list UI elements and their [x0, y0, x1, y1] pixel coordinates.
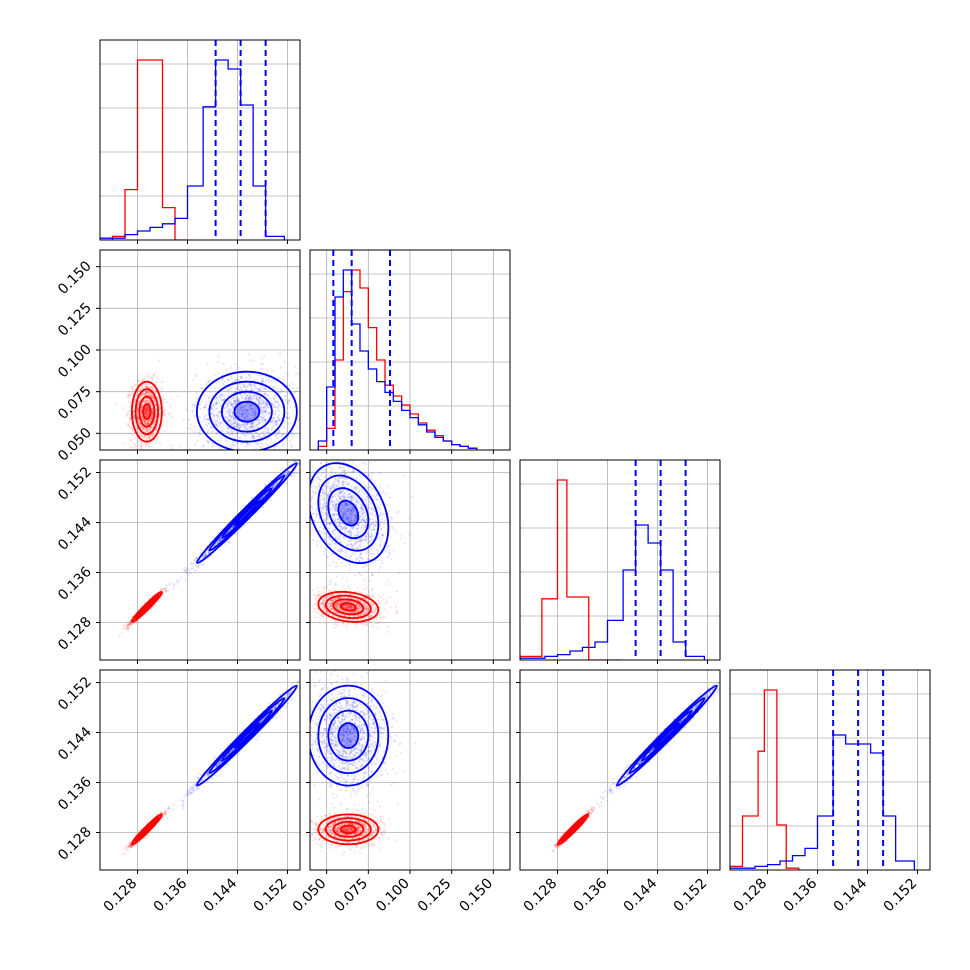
contour-series-1 [220, 487, 273, 540]
contour-series-1 [195, 462, 298, 565]
x-tick-label: 0.152 [881, 876, 921, 916]
contour-series-1 [327, 709, 370, 762]
contour-series-0 [130, 380, 163, 443]
x-tick-label: 0.152 [671, 876, 711, 916]
x-tick-label: 0.144 [201, 875, 241, 915]
contour-series-1 [233, 499, 261, 527]
histogram-series-0 [100, 59, 188, 240]
x-tick-label: 0.152 [251, 876, 291, 916]
contour-series-0 [138, 395, 156, 428]
x-tick-label: 0.136 [571, 875, 611, 915]
contour-series-1 [653, 722, 681, 750]
histogram-series-0 [730, 689, 800, 870]
scatter-series-1 [310, 670, 417, 812]
contour-series-1 [233, 722, 261, 750]
contour-series-0 [130, 590, 163, 623]
y-tick-label: 0.144 [55, 514, 95, 554]
panel-2-2 [520, 460, 720, 660]
contour-series-1 [628, 697, 706, 775]
contour-series-1 [337, 499, 360, 527]
contour-series-1 [327, 487, 370, 540]
x-tick-label: 0.144 [831, 875, 871, 915]
x-tick-label: 0.128 [731, 876, 771, 916]
y-tick-label: 0.125 [55, 300, 95, 340]
contour-series-1 [208, 474, 286, 552]
contour-series-1 [220, 709, 273, 762]
contour-series-0 [324, 817, 372, 842]
contour-series-0 [557, 813, 590, 846]
panel-3-3 [730, 670, 930, 870]
contour-series-0 [130, 813, 163, 846]
y-tick-label: 0.150 [55, 258, 95, 298]
histogram-series-1 [520, 524, 706, 660]
x-tick-label: 0.144 [621, 875, 661, 915]
panel-2-0 [100, 460, 300, 660]
panel-frame [99, 669, 301, 871]
contour-series-0 [339, 602, 357, 612]
y-tick-label: 0.128 [55, 824, 95, 864]
contour-series-1 [208, 380, 286, 443]
x-tick-label: 0.150 [456, 876, 496, 916]
contour-series-1 [615, 684, 718, 787]
x-tick-label: 0.125 [415, 876, 455, 916]
contour-series-0 [134, 388, 160, 436]
x-tick-label: 0.128 [101, 876, 141, 916]
contour-series-1 [195, 370, 298, 450]
x-tick-label: 0.128 [521, 876, 561, 916]
y-tick-label: 0.136 [55, 774, 95, 814]
contour-series-0 [332, 598, 365, 616]
panel-frame [519, 459, 721, 661]
panel-1-0 [100, 250, 300, 450]
contour-series-1 [337, 722, 360, 750]
contour-series-1 [317, 697, 380, 775]
panel-2-1 [310, 460, 510, 660]
contour-series-1 [310, 462, 390, 565]
x-tick-label: 0.136 [151, 875, 191, 915]
panel-frame [729, 669, 931, 871]
contour-series-0 [324, 594, 372, 620]
contour-series-0 [332, 820, 365, 838]
contour-series-1 [233, 400, 261, 423]
contour-series-1 [208, 697, 286, 775]
panel-frame [519, 669, 721, 871]
panel-3-2 [520, 670, 720, 870]
panel-1-1 [310, 250, 510, 450]
y-tick-label: 0.128 [55, 614, 95, 654]
contour-series-0 [317, 590, 380, 623]
y-tick-label: 0.152 [55, 464, 95, 504]
contour-series-0 [317, 813, 380, 846]
contour-series-1 [317, 474, 380, 552]
x-tick-label: 0.050 [290, 876, 330, 916]
panel-3-1 [310, 670, 510, 870]
histogram-series-0 [520, 479, 620, 660]
x-tick-label: 0.136 [781, 875, 821, 915]
x-tick-label: 0.075 [331, 876, 371, 916]
y-tick-label: 0.152 [55, 674, 95, 714]
contour-series-1 [310, 684, 390, 787]
histogram-series-1 [317, 269, 478, 450]
y-tick-label: 0.144 [55, 724, 95, 764]
y-tick-label: 0.136 [55, 564, 95, 604]
contour-series-1 [640, 709, 693, 762]
histogram-series-1 [100, 59, 286, 240]
panel-0-0 [100, 40, 300, 240]
panel-frame [99, 39, 301, 241]
panel-frame [99, 459, 301, 661]
contour-series-1 [220, 390, 273, 433]
y-tick-label: 0.100 [55, 342, 95, 382]
contour-series-0 [339, 824, 357, 835]
y-tick-label: 0.050 [55, 425, 95, 465]
contour-series-0 [142, 403, 152, 421]
contour-series-1 [195, 684, 298, 787]
y-tick-label: 0.075 [55, 383, 95, 423]
panel-3-0 [100, 670, 300, 870]
x-tick-label: 0.100 [373, 876, 413, 916]
